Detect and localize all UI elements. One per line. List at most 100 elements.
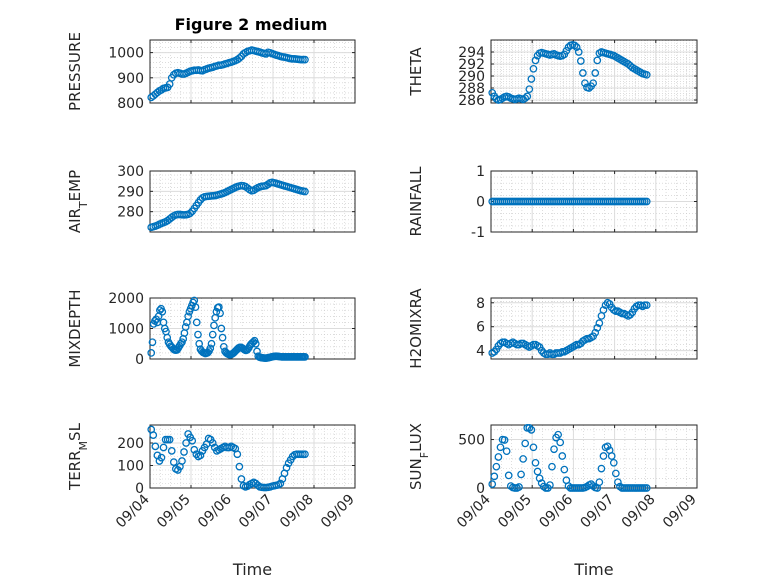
series-markers [147,46,309,102]
y-axis-label: TERRMSL [66,422,90,491]
data-point [579,69,587,77]
data-point [237,475,246,483]
data-point [599,306,608,314]
y-tick-label: 294 [458,45,485,61]
data-point [208,330,217,339]
subplot-rainfall: -1 0 1 RAINFALL [407,164,698,241]
data-point [148,338,157,347]
data-point [585,84,593,92]
data-point [282,463,291,472]
data-point [550,445,558,454]
data-point [218,333,227,342]
data-point [535,474,544,483]
data-point [570,41,579,50]
data-point [515,483,523,491]
data-point [248,339,256,347]
data-point [301,353,309,361]
y-tick-label: 2000 [108,291,144,307]
y-tick-label: 286 [458,93,485,109]
data-point [519,455,527,463]
data-point [614,478,622,487]
data-point [217,324,226,333]
y-tick-label: 288 [458,81,485,97]
data-point [159,443,168,452]
data-point [554,430,563,439]
data-point [235,462,244,471]
y-tick-label: 0 [135,352,144,368]
data-point [301,55,309,64]
axes-box [490,39,698,104]
data-point [191,303,200,311]
data-point [581,79,589,88]
data-point [597,464,606,473]
data-point [158,307,167,316]
y-tick-label: 1000 [108,322,144,338]
data-point [642,197,651,206]
y-tick-label: 300 [117,164,144,180]
y-tick-label: 4 [476,344,485,360]
data-point [595,478,604,487]
data-point [251,339,260,348]
data-point [167,447,176,455]
data-point [492,462,501,471]
data-point [147,349,156,357]
data-point [184,312,192,321]
y-axis-label: THETA [407,47,425,97]
y-tick-label: 0 [476,195,485,211]
series-markers [147,178,309,232]
data-point [521,439,530,448]
data-point [533,467,542,476]
data-point [301,187,309,196]
data-point [149,431,158,439]
data-point [502,447,511,456]
data-point [180,448,188,456]
y-axis-label: SUNFLUX [407,423,431,490]
series-markers [488,197,651,206]
data-point [574,48,583,56]
data-point [593,56,602,65]
data-point [192,318,201,327]
y-tick-label: 290 [117,184,144,200]
subplot-pressure: 800 900 1000 PRESSURE [66,32,356,112]
series-markers [488,298,651,359]
y-axis-label: AIRTEMP [66,170,90,233]
data-point [525,424,534,432]
data-point [157,86,166,94]
y-tick-label: 8 [476,296,485,312]
y-tick-label: 800 [117,96,144,112]
y-tick-label: 200 [117,436,144,452]
data-point [178,457,186,465]
data-point [548,462,556,471]
data-point [301,450,309,459]
data-point [611,469,620,478]
y-tick-label: 292 [458,57,485,73]
data-point [558,452,567,460]
data-point [521,94,530,103]
y-tick-label: 500 [458,433,485,449]
data-point [603,442,612,451]
data-point [496,443,505,452]
y-tick-label: 100 [117,459,144,475]
data-point [576,57,585,65]
series-markers [147,425,309,492]
axes-box [149,170,356,233]
axes-box [490,297,698,360]
y-axis-label: RAINFALL [407,166,425,237]
data-point [525,85,534,94]
y-tick-label: 290 [458,69,485,85]
data-point [196,451,205,460]
data-point [595,319,604,327]
data-point [572,43,581,52]
subplot-mixdepth: 0 1000 2000 MIXDEPTH [66,289,356,368]
y-tick-label: 0 [476,481,485,497]
y-tick-label: 1000 [108,46,144,62]
data-point [488,480,497,488]
data-point [169,458,178,466]
data-point [190,445,199,454]
series-markers [147,296,309,362]
data-point [186,209,195,218]
data-point [609,458,618,467]
data-point [517,470,525,479]
